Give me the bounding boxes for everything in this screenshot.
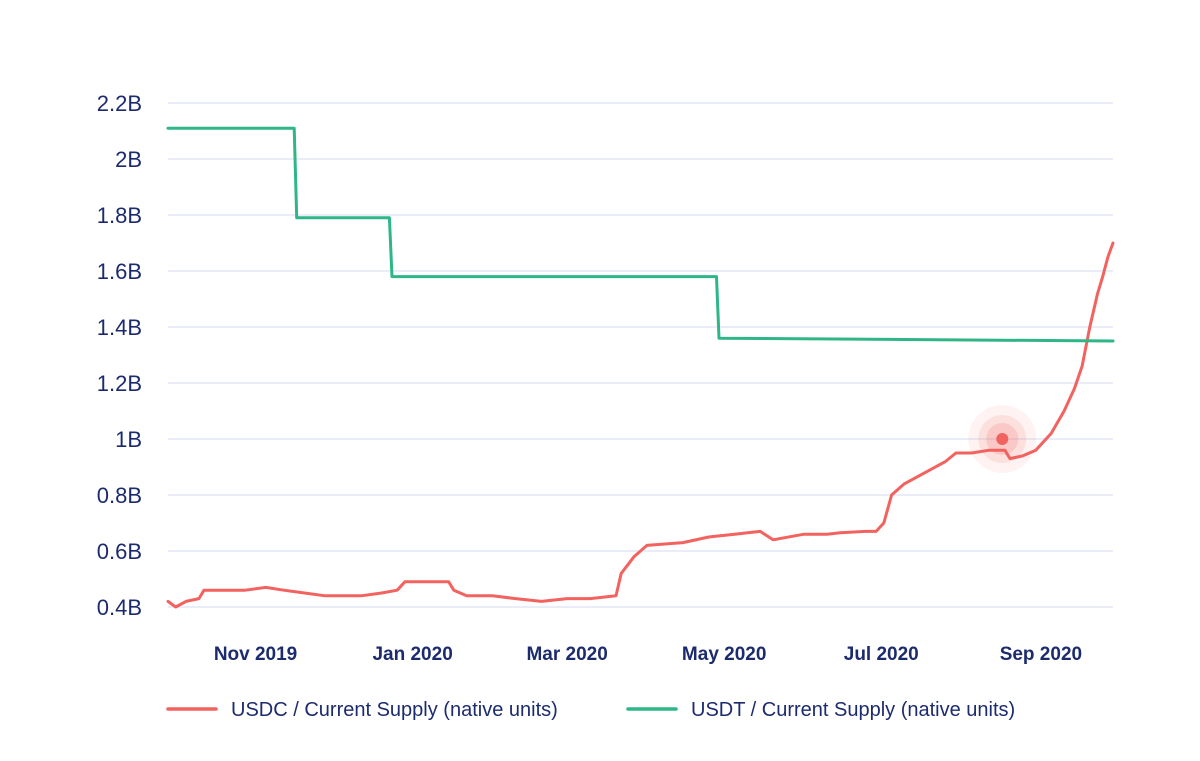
x-axis-ticks: Nov 2019 Jan 2020 Mar 2020 May 2020 Jul 2020… <box>214 644 1082 665</box>
y-tick-label: 1.8B <box>97 203 142 228</box>
y-tick-label: 1.4B <box>97 315 142 340</box>
y-axis-ticks: 0.4B 0.6B 0.8B 1B 1.2B 1.4B 1.6B 1.8B 2B 2.2B <box>97 91 142 620</box>
y-tick-label: 0.6B <box>97 539 142 564</box>
y-tick-label: 2.2B <box>97 91 142 116</box>
series-line-usdc <box>166 241 1115 609</box>
x-tick-label: Nov 2019 <box>214 644 297 665</box>
y-tick-label: 1B <box>115 427 142 452</box>
y-tick-label: 0.8B <box>97 483 142 508</box>
grid-lines <box>168 102 1113 608</box>
x-tick-label: Mar 2020 <box>526 644 607 665</box>
x-tick-label: May 2020 <box>682 644 767 665</box>
series-lines <box>166 126 1115 609</box>
x-tick-label: Jul 2020 <box>844 644 919 665</box>
legend: USDC / Current Supply (native units) USDT… <box>166 699 1015 721</box>
y-tick-label: 1.6B <box>97 259 142 284</box>
highlight-dot <box>996 433 1009 445</box>
annotations <box>968 405 1037 473</box>
x-tick-label: Jan 2020 <box>372 644 452 665</box>
y-tick-label: 2B <box>115 147 142 172</box>
legend-label-usdc: USDC / Current Supply (native units) <box>231 699 558 721</box>
legend-label-usdt: USDT / Current Supply (native units) <box>691 699 1015 721</box>
y-tick-label: 0.4B <box>97 595 142 620</box>
x-tick-label: Sep 2020 <box>1000 644 1082 665</box>
y-tick-label: 1.2B <box>97 371 142 396</box>
series-line-usdt <box>166 126 1115 343</box>
